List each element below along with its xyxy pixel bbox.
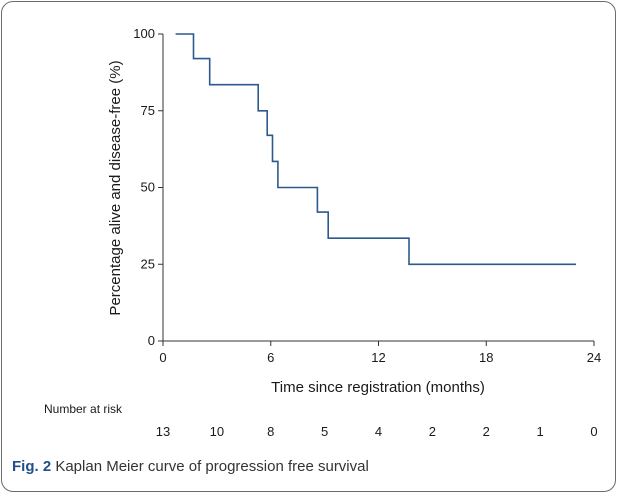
risk-count: 10 xyxy=(210,424,224,439)
x-axis-label: Time since registration (months) xyxy=(271,379,485,396)
x-tick-label: 18 xyxy=(479,350,493,365)
x-tick-label: 12 xyxy=(371,350,385,365)
risk-count: 2 xyxy=(483,424,490,439)
x-axis: 0 6 12 18 24 xyxy=(159,340,601,365)
risk-count: 13 xyxy=(156,424,170,439)
survival-curve xyxy=(175,33,576,266)
risk-table-label: Number at risk xyxy=(44,402,123,416)
y-tick-label: 75 xyxy=(141,103,155,118)
risk-count: 2 xyxy=(429,424,436,439)
series-group xyxy=(175,33,576,266)
y-tick-label: 100 xyxy=(133,26,155,41)
risk-table-counts: 13 10 8 5 4 2 2 1 0 xyxy=(156,424,598,439)
y-tick-label: 25 xyxy=(141,256,155,271)
y-tick-label: 0 xyxy=(148,333,155,348)
risk-count: 5 xyxy=(321,424,328,439)
risk-count: 8 xyxy=(267,424,274,439)
x-tick-label: 0 xyxy=(159,350,166,365)
caption-label: Fig. 2 xyxy=(12,458,52,475)
x-tick-label: 24 xyxy=(587,350,601,365)
risk-count: 0 xyxy=(590,424,597,439)
y-tick-label: 50 xyxy=(141,180,155,195)
y-axis-label: Percentage alive and disease-free (%) xyxy=(107,60,124,315)
risk-count: 1 xyxy=(537,424,544,439)
figure-caption: Fig. 2 Kaplan Meier curve of progression… xyxy=(12,458,607,475)
caption-text: Kaplan Meier curve of progression free s… xyxy=(51,458,369,475)
y-axis: 0 25 50 75 100 xyxy=(133,26,164,348)
risk-count: 4 xyxy=(375,424,382,439)
x-tick-label: 6 xyxy=(267,350,274,365)
